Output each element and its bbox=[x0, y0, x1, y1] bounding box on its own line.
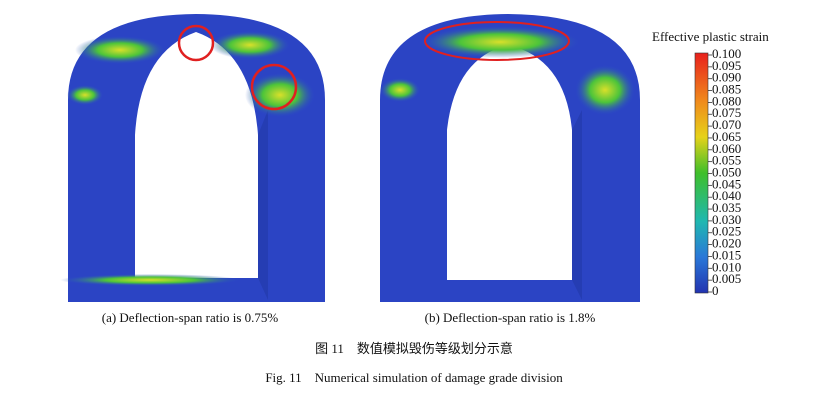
panel-caption: (b) Deflection-span ratio is 1.8% bbox=[425, 310, 596, 325]
colorbar-label: 0.045 bbox=[712, 176, 741, 191]
colorbar-label: 0.090 bbox=[712, 70, 741, 85]
colorbar-label: 0.015 bbox=[712, 247, 741, 262]
colorbar-label: 0.005 bbox=[712, 271, 741, 286]
colorbar bbox=[694, 52, 709, 294]
colorbar-label: 0.035 bbox=[712, 200, 741, 215]
colorbar-label: 0.100 bbox=[712, 46, 741, 61]
colorbar-label: 0.095 bbox=[712, 58, 741, 73]
colorbar-label: 0.025 bbox=[712, 224, 741, 239]
figure-caption-zh: 图 11 数值模拟毁伤等级划分示意 bbox=[315, 341, 513, 356]
colorbar-ticks: 0.1000.0950.0900.0850.0800.0750.0700.065… bbox=[708, 46, 741, 298]
colorbar-label: 0.060 bbox=[712, 141, 741, 156]
colorbar-label: 0.050 bbox=[712, 164, 741, 179]
colorbar-label: 0.075 bbox=[712, 105, 741, 120]
panel-caption: (a) Deflection-span ratio is 0.75% bbox=[102, 310, 279, 325]
colorbar-label: 0.085 bbox=[712, 82, 741, 97]
colorbar-label: 0.080 bbox=[712, 93, 741, 108]
colorbar-title: Effective plastic strain bbox=[652, 29, 769, 44]
colorbar-label: 0.065 bbox=[712, 129, 741, 144]
colorbar-label: 0 bbox=[712, 283, 719, 298]
colorbar-label: 0.010 bbox=[712, 259, 741, 274]
colorbar-label: 0.020 bbox=[712, 236, 741, 251]
figure-caption-en: Fig. 11 Numerical simulation of damage g… bbox=[265, 370, 563, 385]
tunnel-model-b bbox=[380, 14, 640, 302]
colorbar-label: 0.070 bbox=[712, 117, 741, 132]
colorbar-label: 0.030 bbox=[712, 212, 741, 227]
colorbar-label: 0.055 bbox=[712, 153, 741, 168]
tunnel-model-a bbox=[60, 14, 325, 302]
colorbar-label: 0.040 bbox=[712, 188, 741, 203]
